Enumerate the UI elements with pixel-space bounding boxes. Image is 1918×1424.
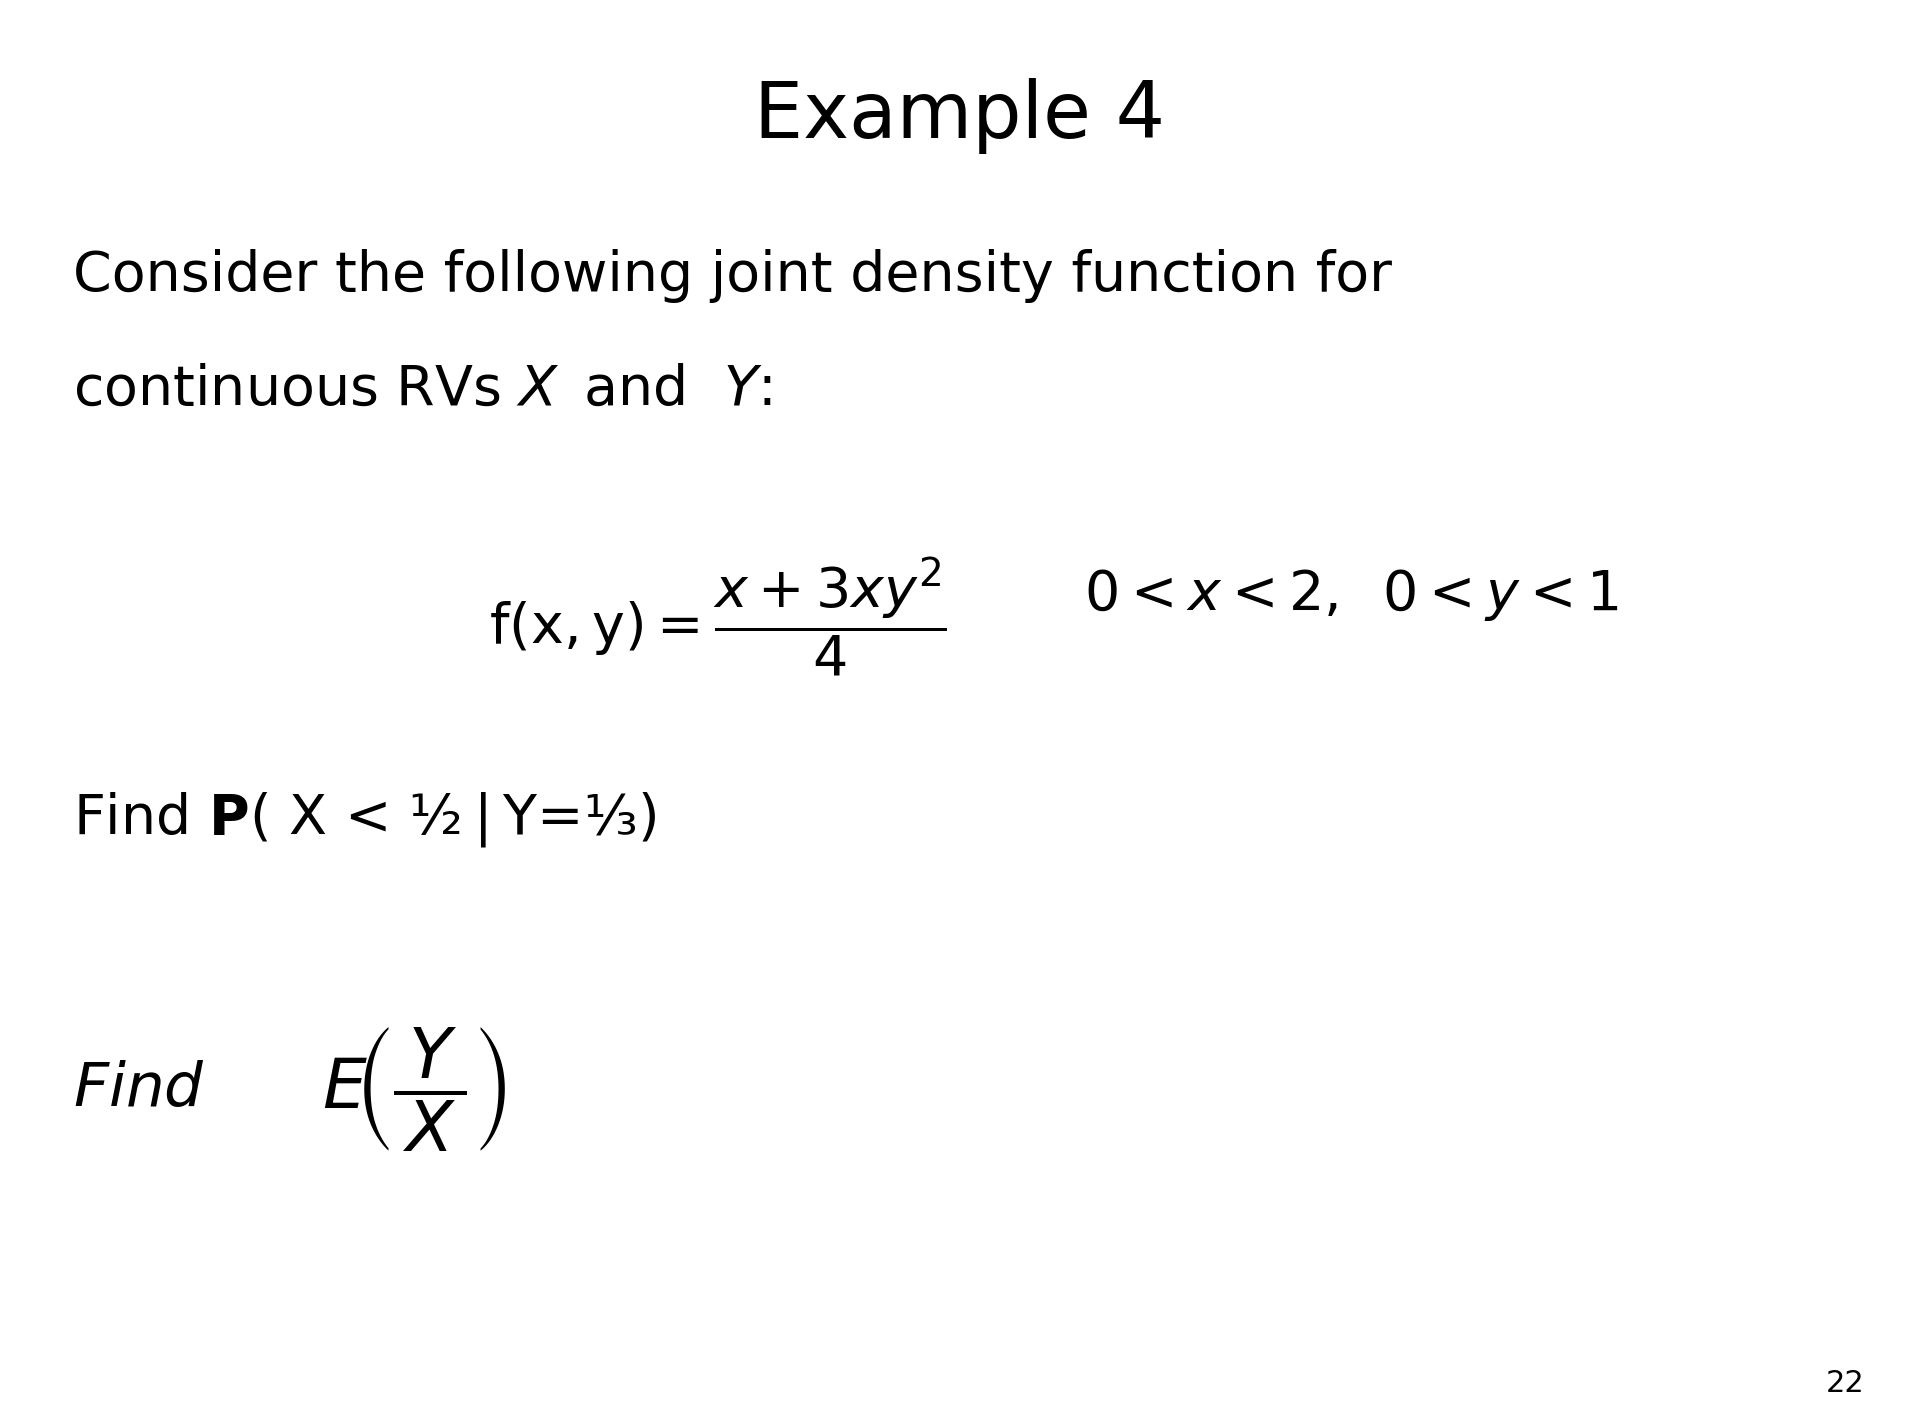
Text: Example 4: Example 4: [754, 78, 1164, 154]
Text: $\mathit{E}\!\left(\dfrac{\,Y\,}{\,X\,}\right)$: $\mathit{E}\!\left(\dfrac{\,Y\,}{\,X\,}\…: [322, 1025, 506, 1153]
Text: $\mathit{Find}$: $\mathit{Find}$: [73, 1059, 205, 1119]
Text: 22: 22: [1826, 1370, 1864, 1398]
Text: $\mathrm{f(x,y)} = \dfrac{x+3xy^2}{4}$: $\mathrm{f(x,y)} = \dfrac{x+3xy^2}{4}$: [489, 555, 947, 679]
Text: Consider the following joint density function for: Consider the following joint density fun…: [73, 249, 1392, 303]
Text: continuous RVs $\mathit{X}\,$ and  $\mathit{Y}$:: continuous RVs $\mathit{X}\,$ and $\math…: [73, 363, 771, 417]
Text: Find ⁠​$\mathbf{P}$( X < ½ $|$ Y=⅓): Find ⁠​$\mathbf{P}$( X < ½ $|$ Y=⅓): [73, 790, 656, 849]
Text: $0{<}x{<}2,\;\; 0{<}y{<}1$: $0{<}x{<}2,\;\; 0{<}y{<}1$: [1084, 567, 1619, 622]
